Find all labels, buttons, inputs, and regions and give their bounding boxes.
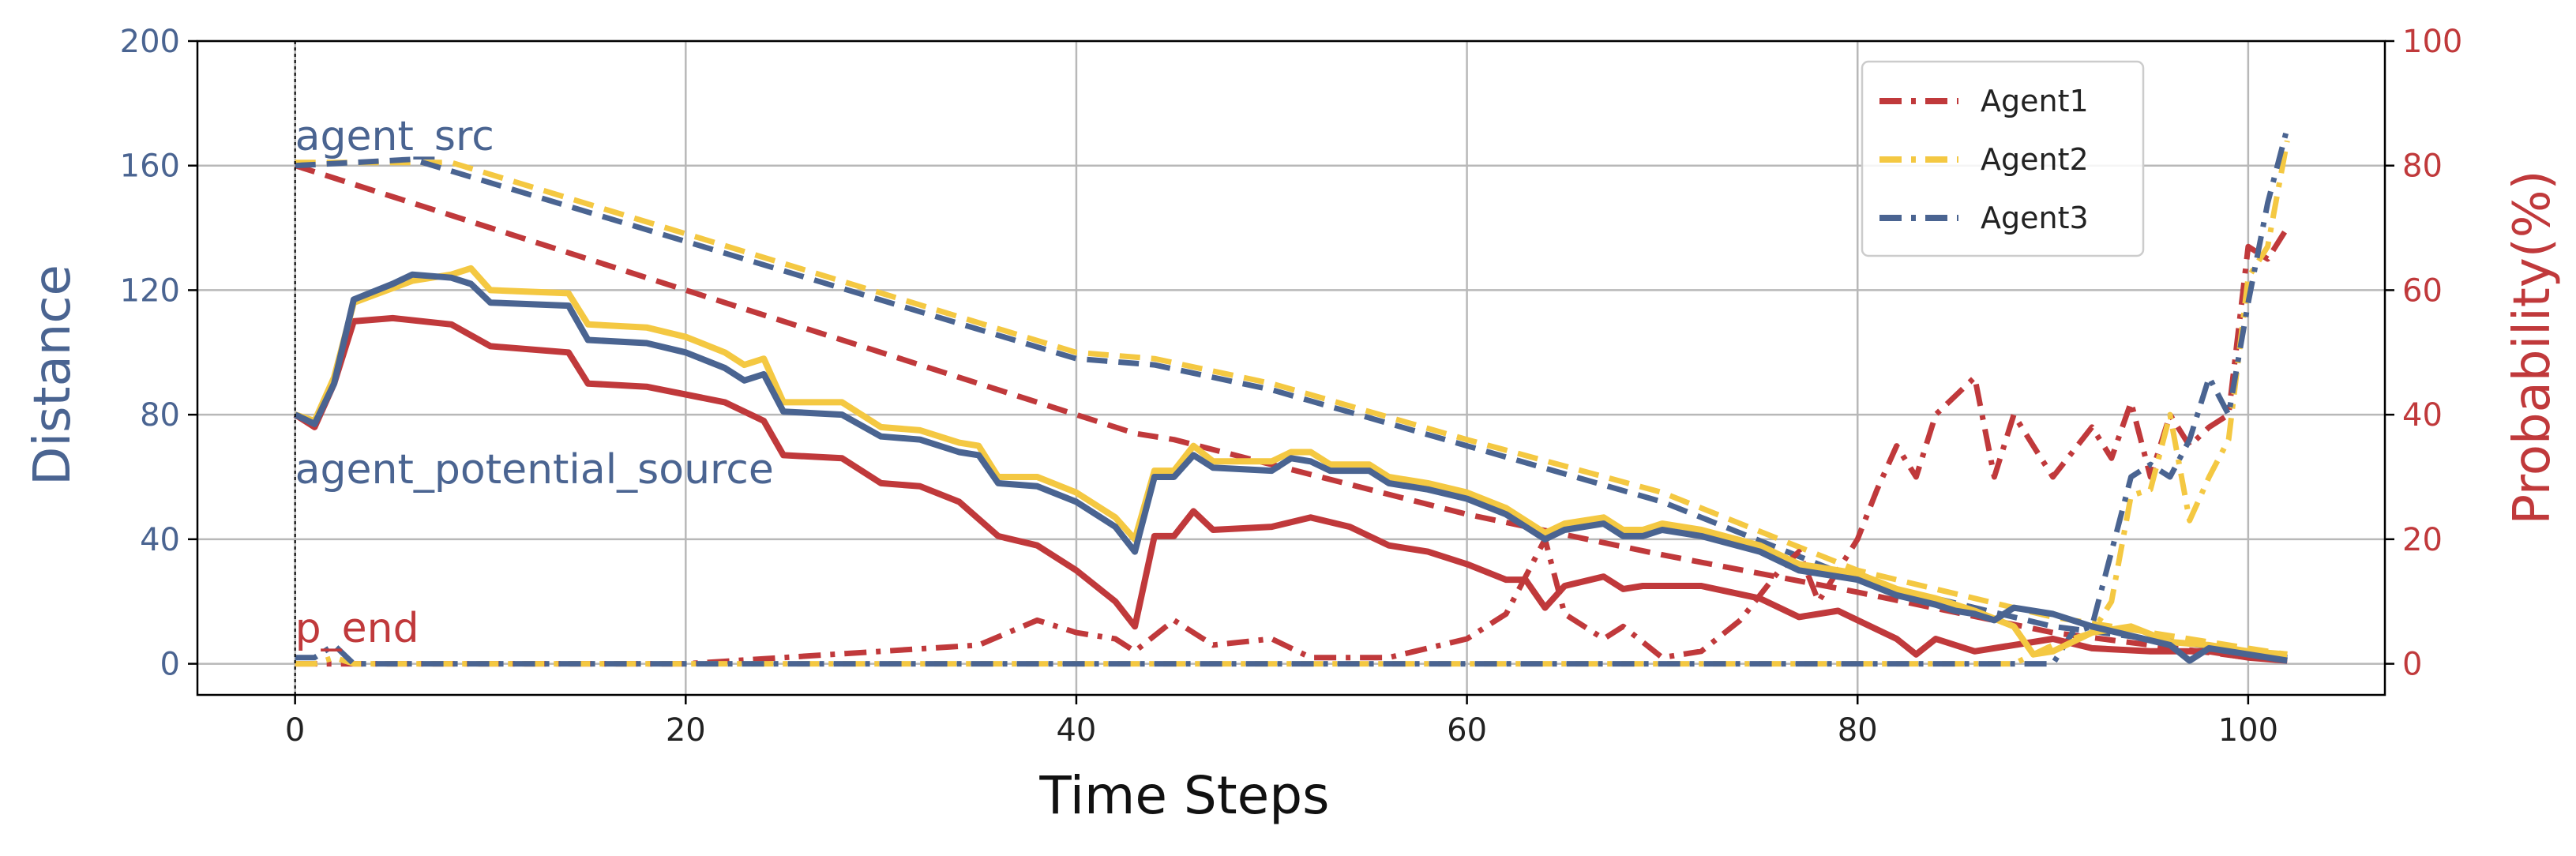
x-tick-label: 60 — [1447, 712, 1487, 749]
right-tick-label: 20 — [2402, 522, 2443, 558]
left-tick-label: 80 — [140, 397, 180, 434]
x-ticks: 0 20 40 60 80 100 — [285, 695, 2278, 749]
legend: Agent1 Agent2 Agent3 — [1861, 60, 2145, 257]
series-agent1-distance-to-potential-source — [293, 314, 2288, 664]
x-tick-label: 40 — [1056, 712, 1096, 749]
annotations: agent_src agent_potential_source p_end — [295, 113, 774, 652]
x-axis-label: Time Steps — [1038, 765, 1329, 826]
annotation-1: agent_potential_source — [295, 446, 774, 494]
left-y-ticks: 0 40 80 120 160 200 — [120, 24, 197, 683]
right-tick-label: 60 — [2402, 272, 2443, 309]
annotation-2: p_end — [295, 605, 419, 652]
series-agent3-distance-to-potential-source — [293, 271, 2288, 664]
x-tick-label: 20 — [666, 712, 706, 749]
series-agent2-distance-to-potential-source — [294, 265, 2288, 658]
legend-box — [1861, 60, 2145, 257]
legend-label-agent2: Agent2 — [1981, 142, 2089, 177]
left-tick-label: 160 — [120, 148, 180, 185]
left-y-axis-label: Distance — [24, 265, 82, 486]
left-tick-label: 120 — [120, 272, 180, 309]
x-tick-label: 0 — [285, 712, 305, 749]
legend-label-agent3: Agent3 — [1981, 201, 2089, 235]
left-tick-label: 40 — [140, 522, 180, 558]
series-agent3-distance-to-src — [295, 156, 2288, 661]
right-tick-label: 40 — [2402, 397, 2443, 434]
right-y-ticks: 0 20 40 60 80 100 — [2385, 24, 2462, 683]
series-layer — [293, 127, 2290, 667]
right-tick-label: 0 — [2402, 647, 2422, 683]
series-agent2-distance-to-src — [295, 160, 2288, 658]
x-tick-label: 100 — [2218, 712, 2278, 749]
annotation-0: agent_src — [295, 113, 494, 160]
plot-frame — [196, 39, 2386, 696]
right-tick-label: 80 — [2402, 148, 2443, 185]
series-agent1-distance-to-src — [294, 163, 2288, 664]
right-tick-label: 100 — [2402, 24, 2462, 60]
x-tick-label: 80 — [1838, 712, 1878, 749]
left-tick-label: 0 — [160, 647, 180, 683]
left-tick-label: 200 — [120, 24, 180, 60]
right-y-axis-label: Probability(%) — [2503, 170, 2562, 524]
legend-label-agent1: Agent1 — [1981, 84, 2089, 118]
